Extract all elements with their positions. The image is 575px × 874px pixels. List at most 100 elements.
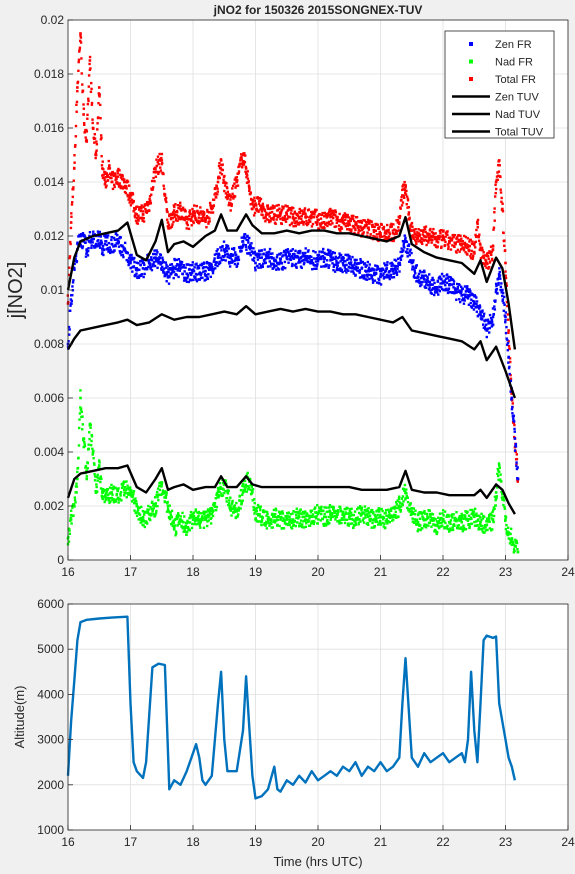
data-point [193,214,197,218]
data-point [163,272,167,276]
data-point [198,271,202,274]
data-point [402,194,406,197]
data-point [431,238,434,242]
data-point [504,270,507,273]
data-point [381,235,384,238]
data-point [181,216,184,220]
data-point [349,522,352,525]
data-point [475,235,479,238]
legend-entry: Nad TUV [452,109,541,121]
data-point [345,271,348,274]
data-point [512,551,516,554]
data-point [144,207,147,211]
data-point [244,167,248,170]
data-point [171,524,175,528]
data-point [175,514,179,517]
data-point [188,214,191,218]
data-point [189,212,192,216]
x-tick-label: 21 [374,835,388,849]
x-tick-label: 19 [249,565,263,579]
data-point [151,188,154,191]
data-point [334,255,337,259]
data-point [357,219,360,223]
data-point [142,213,145,216]
data-point [426,233,430,236]
data-point [514,442,518,446]
data-point [373,513,376,517]
data-point [95,143,99,146]
data-point [200,217,204,220]
data-point [167,268,170,271]
data-point [85,251,89,254]
data-point [254,202,257,205]
data-point [236,513,240,516]
data-point [347,221,351,224]
data-point [111,180,114,183]
data-point [332,268,335,272]
data-point [235,501,238,505]
data-point [410,223,413,226]
data-point [477,307,481,310]
data-point [221,163,224,166]
data-point [323,211,327,215]
data-point [320,505,323,509]
data-point [239,157,242,160]
data-point [458,283,461,287]
data-point [160,261,164,264]
data-point [318,250,321,253]
data-point [316,260,320,263]
data-point [119,176,123,179]
data-point [454,517,458,521]
data-point [441,524,444,527]
data-point [358,518,361,521]
data-point [322,221,325,224]
data-point [414,519,417,523]
data-point [244,487,247,490]
data-point [79,36,83,39]
data-point [380,223,383,226]
data-point [114,486,117,489]
data-point [78,50,81,53]
data-point [77,60,80,64]
data-point [219,246,223,249]
data-point [365,264,368,267]
data-point [492,514,496,518]
data-point [193,266,196,269]
data-point [228,499,231,502]
data-point [143,510,147,514]
data-point [332,506,335,509]
data-point [359,514,363,517]
data-point [310,210,313,214]
data-point [164,196,168,200]
data-point [502,231,505,235]
data-point [502,301,505,305]
data-point [294,513,298,517]
data-point [379,513,382,517]
data-point [373,271,376,275]
data-point [421,270,425,274]
data-point [151,508,155,512]
data-point [147,504,150,508]
data-point [200,272,203,275]
data-point [76,80,80,84]
data-point [385,238,388,241]
data-point [186,215,189,219]
data-point [208,509,212,512]
data-point [315,208,318,212]
data-point [446,277,449,280]
data-point [322,265,325,268]
x-tick-label: 16 [61,565,75,579]
data-point [225,500,228,503]
data-point [227,253,230,256]
data-point [479,314,483,317]
data-point [504,515,508,519]
data-point [456,286,460,289]
data-point [191,518,195,521]
data-point [515,541,519,545]
data-point [424,230,427,234]
data-point [376,520,379,523]
data-point [414,240,418,243]
data-point [146,511,149,514]
data-point [232,253,235,256]
data-point [167,509,170,513]
